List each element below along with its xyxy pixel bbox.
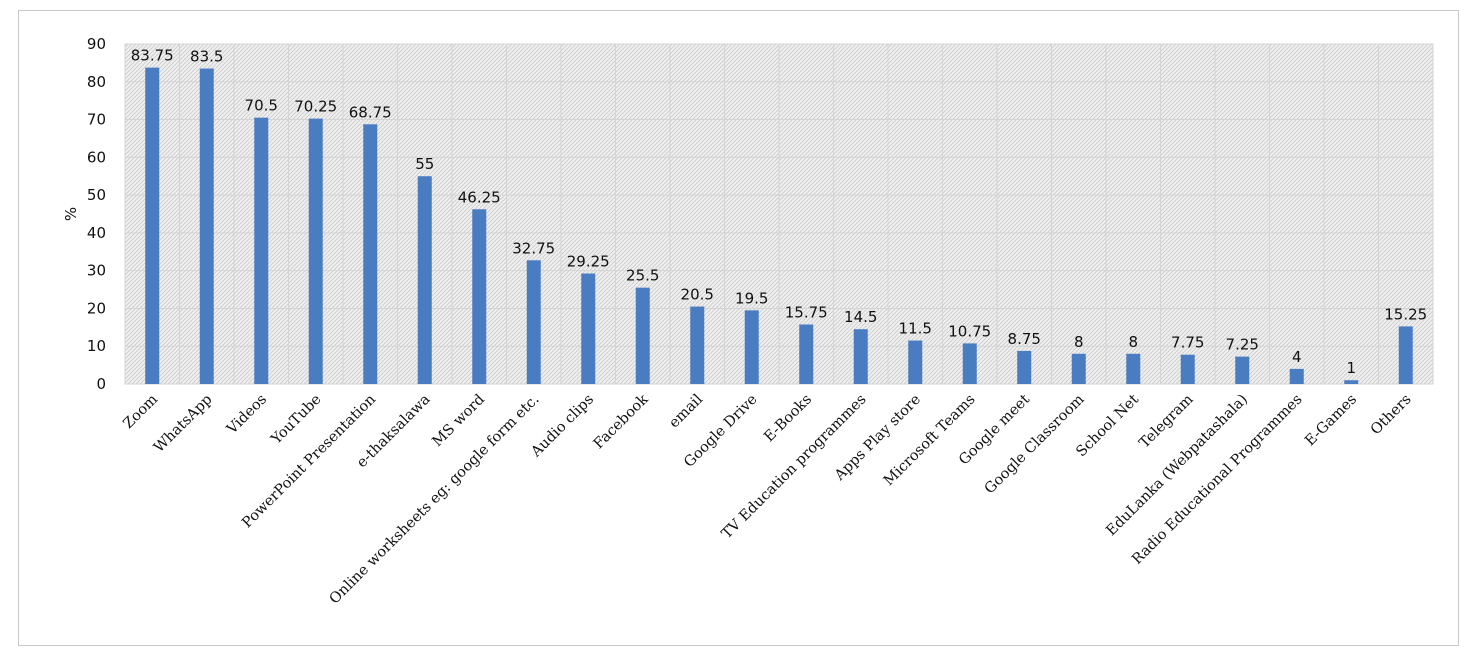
bar <box>1289 368 1304 384</box>
x-category-label: Zoom <box>121 391 162 432</box>
data-label: 8 <box>1128 333 1138 351</box>
bar <box>1017 350 1032 384</box>
data-label: 29.25 <box>567 253 610 271</box>
bar <box>199 68 214 385</box>
data-label: 83.75 <box>131 47 174 65</box>
data-label: 4 <box>1292 348 1302 366</box>
bar <box>962 343 977 384</box>
x-category-label: Microsoft Teams <box>881 392 979 490</box>
y-axis-title: % <box>62 207 80 221</box>
bar <box>690 306 705 384</box>
x-category-label: Facebook <box>591 391 652 452</box>
data-label: 8.75 <box>1008 330 1041 348</box>
bar <box>1180 354 1195 384</box>
data-label: 1 <box>1346 359 1356 377</box>
bar <box>1235 356 1250 384</box>
gridlines <box>124 43 1434 385</box>
x-category-label: email <box>666 391 706 431</box>
y-tick-label: 90 <box>87 35 106 53</box>
bar <box>908 340 923 384</box>
y-tick-label: 30 <box>87 262 106 280</box>
bar <box>526 260 541 384</box>
bar <box>1398 326 1413 384</box>
bar <box>308 118 323 384</box>
y-tick-label: 60 <box>87 148 106 166</box>
x-category-label: WhatsApp <box>151 392 215 456</box>
data-label: 25.5 <box>626 267 659 285</box>
x-category-label: Google Classroom <box>982 391 1088 497</box>
y-tick-label: 10 <box>87 337 106 355</box>
bar <box>1126 353 1141 384</box>
bar <box>417 176 432 384</box>
x-category-label: E-Books <box>761 392 815 446</box>
data-label: 8 <box>1074 333 1084 351</box>
bar <box>363 124 378 385</box>
y-tick-label: 70 <box>87 111 106 129</box>
x-category-label: Online worksheets eg: google form etc. <box>327 392 543 608</box>
data-label: 7.25 <box>1226 336 1259 354</box>
y-axis-ticks: 0 10 20 30 40 50 60 70 80 90 <box>87 35 106 393</box>
bar <box>581 273 596 384</box>
x-category-label: E-Games <box>1302 392 1360 450</box>
y-tick-label: 0 <box>96 375 106 393</box>
data-label: 15.25 <box>1384 305 1427 323</box>
data-label: 70.5 <box>245 97 278 115</box>
y-tick-label: 20 <box>87 299 106 317</box>
bar <box>635 287 650 384</box>
y-tick-label: 50 <box>87 186 106 204</box>
bar <box>145 67 160 384</box>
data-label: 19.5 <box>735 289 768 307</box>
bar <box>853 329 868 384</box>
y-tick-label: 80 <box>87 73 106 91</box>
bar <box>1344 380 1359 384</box>
data-label: 11.5 <box>899 320 932 338</box>
bar <box>744 310 759 384</box>
bar <box>254 117 269 385</box>
data-label: 14.5 <box>844 308 877 326</box>
x-category-label: MS word <box>430 392 489 451</box>
bar <box>1071 353 1086 384</box>
bar <box>799 324 814 384</box>
data-label: 70.25 <box>294 98 337 116</box>
data-label: 20.5 <box>681 286 714 304</box>
data-label: 83.5 <box>190 48 223 66</box>
data-label: 32.75 <box>512 239 555 257</box>
bar <box>472 209 487 384</box>
data-label: 46.25 <box>458 188 501 206</box>
x-category-label: Videos <box>223 392 270 439</box>
y-tick-label: 40 <box>87 224 106 242</box>
data-label: 15.75 <box>785 304 828 322</box>
x-category-label: Others <box>1368 392 1415 439</box>
data-label: 10.75 <box>948 322 991 340</box>
data-labels: 83.75 83.5 70.5 70.25 68.75 55 46.25 32.75 29.25… <box>131 47 1427 378</box>
bars <box>145 67 1413 385</box>
data-label: 7.75 <box>1171 334 1204 352</box>
x-category-label: YouTube <box>268 392 325 449</box>
data-label: 68.75 <box>349 103 392 121</box>
data-label: 55 <box>415 155 434 173</box>
